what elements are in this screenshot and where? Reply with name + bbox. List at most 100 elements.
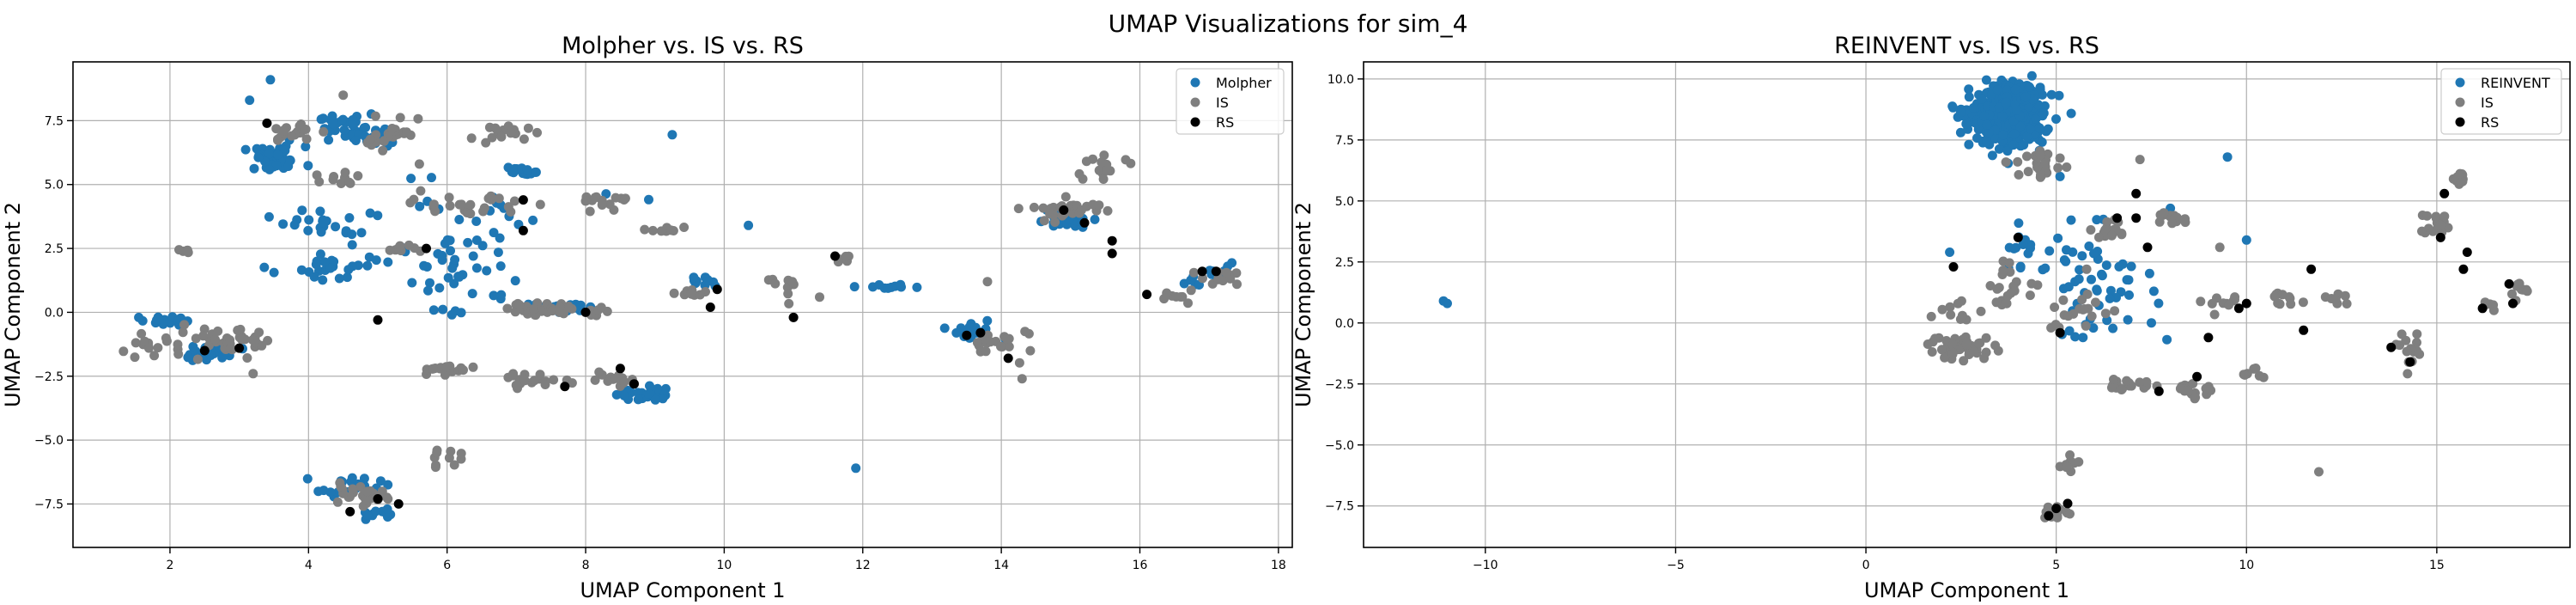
- data-point: [1994, 144, 2004, 154]
- data-point: [1923, 339, 1933, 349]
- data-point: [2222, 152, 2233, 162]
- x-tick-label: 6: [443, 559, 451, 572]
- data-point: [2026, 70, 2037, 81]
- data-point: [2314, 467, 2324, 477]
- data-point: [2162, 334, 2172, 345]
- data-point: [2154, 298, 2164, 309]
- data-point: [2024, 82, 2034, 92]
- x-tick-label: 10: [716, 559, 732, 572]
- y-axis-label: UMAP Component 2: [1291, 202, 1315, 407]
- data-point: [463, 237, 473, 248]
- y-tick-label: 5.0: [1335, 195, 1354, 209]
- data-point: [254, 327, 264, 338]
- data-point: [2064, 326, 2075, 336]
- data-point: [2089, 248, 2099, 259]
- legend-box: [2440, 68, 2562, 135]
- data-point: [2063, 311, 2074, 321]
- data-point: [2053, 233, 2063, 243]
- data-point: [1107, 248, 1117, 259]
- data-point: [1997, 111, 2008, 121]
- data-point: [371, 255, 381, 266]
- data-point: [456, 449, 466, 459]
- data-point: [297, 205, 307, 216]
- data-point: [174, 245, 184, 255]
- data-point: [2112, 213, 2123, 223]
- data-point: [264, 164, 275, 174]
- data-point: [567, 378, 577, 388]
- data-point: [1937, 304, 1947, 315]
- series-reinvent: [1438, 70, 2251, 345]
- data-point: [2023, 248, 2033, 259]
- data-point: [2052, 512, 2063, 522]
- data-point: [2241, 298, 2251, 309]
- data-point: [1197, 266, 1207, 277]
- data-point: [371, 506, 380, 516]
- data-point: [356, 228, 367, 238]
- data-point: [508, 370, 518, 381]
- data-point: [423, 285, 433, 296]
- data-point: [784, 298, 794, 309]
- data-point: [431, 460, 440, 470]
- x-tick-label: 12: [855, 559, 871, 572]
- data-point: [679, 223, 690, 232]
- data-point: [2114, 261, 2124, 272]
- data-point: [387, 124, 398, 133]
- data-point: [1992, 85, 2002, 95]
- axes-frame: [72, 61, 1293, 548]
- data-point: [2299, 325, 2309, 335]
- data-point: [529, 376, 539, 386]
- data-point: [361, 122, 371, 132]
- data-point: [302, 474, 313, 484]
- data-point: [535, 199, 545, 210]
- data-point: [152, 315, 161, 325]
- x-tick-label: 16: [1133, 559, 1148, 572]
- data-point: [466, 133, 477, 144]
- data-point: [422, 243, 431, 254]
- y-tick-label: 10.0: [1327, 73, 1354, 87]
- data-point: [234, 343, 245, 353]
- data-point: [2458, 264, 2469, 274]
- data-point: [416, 186, 426, 196]
- data-point: [962, 330, 972, 340]
- data-point: [2142, 242, 2153, 253]
- data-point: [1955, 127, 1965, 138]
- data-point: [653, 383, 663, 394]
- y-tick-label: −7.5: [34, 498, 64, 511]
- data-point: [355, 482, 366, 492]
- data-point: [1121, 155, 1131, 165]
- data-point: [347, 473, 357, 483]
- data-point: [406, 174, 416, 184]
- data-point: [471, 235, 482, 245]
- data-point: [1947, 349, 1958, 359]
- subplot-title: REINVENT vs. IS vs. RS: [1834, 33, 2099, 59]
- data-point: [383, 257, 393, 267]
- data-point: [1937, 345, 1947, 355]
- data-point: [528, 215, 538, 225]
- data-point: [1946, 309, 1956, 320]
- data-point: [2401, 335, 2411, 345]
- data-point: [2008, 115, 2019, 125]
- y-tick-label: 7.5: [1335, 134, 1354, 148]
- data-point: [510, 276, 520, 286]
- data-point: [2269, 291, 2280, 302]
- data-point: [982, 315, 993, 326]
- data-point: [2105, 293, 2115, 303]
- data-point: [2018, 240, 2028, 249]
- data-point: [2504, 278, 2514, 289]
- data-point: [529, 304, 538, 315]
- data-point: [783, 289, 793, 299]
- data-point: [2412, 338, 2421, 348]
- subplot-title: Molpher vs. IS vs. RS: [562, 33, 804, 59]
- data-point: [2044, 510, 2054, 521]
- data-point: [269, 267, 279, 278]
- data-point: [2412, 329, 2422, 339]
- data-point: [217, 352, 228, 363]
- data-point: [383, 480, 393, 490]
- data-point: [265, 75, 276, 85]
- data-point: [981, 346, 991, 357]
- data-point: [2477, 303, 2488, 314]
- x-axis-label: UMAP Component 1: [1864, 578, 2069, 602]
- data-point: [503, 202, 513, 212]
- data-point: [1094, 165, 1104, 175]
- data-point: [153, 343, 163, 353]
